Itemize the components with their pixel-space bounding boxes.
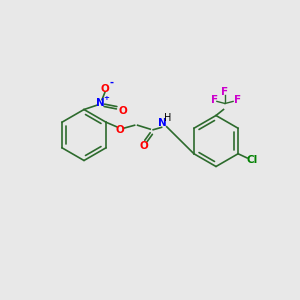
- Text: F: F: [221, 87, 229, 98]
- Text: N: N: [158, 118, 167, 128]
- Text: -: -: [110, 78, 114, 88]
- Text: O: O: [100, 83, 109, 94]
- Text: F: F: [234, 94, 241, 105]
- Text: F: F: [211, 94, 218, 105]
- Text: O: O: [118, 106, 127, 116]
- Text: Cl: Cl: [247, 155, 258, 165]
- Text: H: H: [164, 113, 172, 123]
- Text: O: O: [115, 125, 124, 135]
- Text: +: +: [103, 95, 109, 101]
- Text: O: O: [140, 141, 148, 151]
- Text: N: N: [96, 98, 105, 109]
